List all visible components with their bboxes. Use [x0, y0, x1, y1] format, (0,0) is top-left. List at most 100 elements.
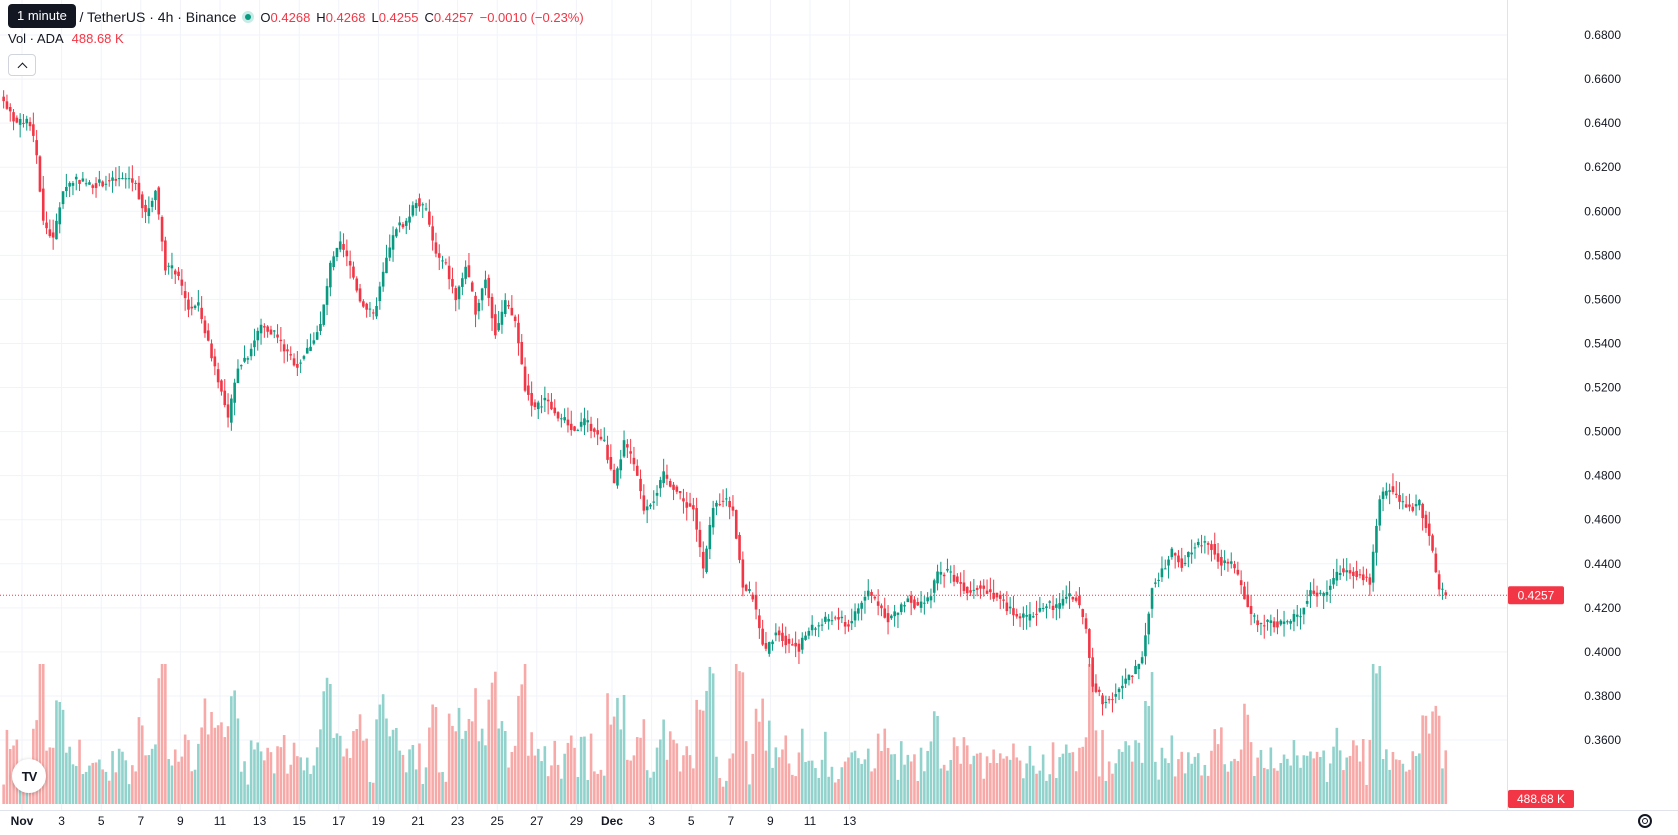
- candle-body: [1361, 574, 1365, 581]
- volume-bar: [573, 747, 576, 804]
- volume-bar: [1398, 760, 1401, 804]
- volume-bar: [1008, 759, 1012, 804]
- volume-bar: [170, 765, 174, 804]
- volume-bar: [807, 760, 811, 804]
- candle-body: [873, 596, 877, 599]
- candle-body: [632, 457, 636, 465]
- volume-bar: [998, 753, 1002, 804]
- collapse-legend-button[interactable]: [8, 54, 36, 76]
- candle-body: [1134, 665, 1137, 675]
- candle-body: [1299, 616, 1302, 618]
- volume-label[interactable]: Vol · ADA: [8, 31, 64, 46]
- candle-body: [497, 323, 500, 331]
- volume-bar: [51, 747, 55, 804]
- candle-body: [612, 469, 616, 484]
- settings-icon[interactable]: [1638, 814, 1652, 828]
- candle-body: [546, 399, 550, 402]
- volume-bar: [1391, 751, 1395, 804]
- volume-bar: [1114, 763, 1118, 804]
- candle-body: [1276, 621, 1279, 628]
- candle-body: [398, 222, 401, 226]
- volume-bar: [1048, 774, 1052, 804]
- volume-bar: [698, 709, 702, 804]
- volume-bar: [1144, 700, 1147, 804]
- volume-bar: [1031, 765, 1035, 804]
- time-tick-label: 11: [804, 814, 817, 828]
- volume-bar: [956, 746, 959, 804]
- candle-body: [649, 504, 652, 507]
- candle-body: [517, 322, 520, 344]
- candle-body: [1391, 486, 1395, 493]
- volume-bar: [880, 750, 883, 804]
- candle-body: [464, 266, 467, 279]
- candle-body: [553, 407, 557, 414]
- candle-body: [484, 279, 487, 289]
- candle-body: [520, 341, 524, 365]
- volume-value: 488.68 K: [71, 31, 124, 46]
- candle-body: [814, 628, 817, 630]
- volume-bar: [1269, 747, 1273, 804]
- candle-body: [543, 397, 547, 401]
- candle-body: [1289, 621, 1292, 624]
- candle-body: [959, 582, 962, 584]
- candle-body: [530, 392, 533, 406]
- candle-body: [956, 576, 959, 583]
- candle-body: [1345, 570, 1349, 573]
- candle-body: [913, 599, 916, 609]
- time-tick-label: 25: [491, 814, 505, 828]
- candle-body: [490, 296, 494, 319]
- volume-bar: [602, 775, 606, 804]
- candle-body: [1401, 501, 1405, 503]
- candle-body: [936, 571, 939, 584]
- candle-body: [131, 178, 134, 183]
- volume-bar: [408, 749, 411, 804]
- volume-bar: [124, 760, 128, 804]
- time-tick-label: 3: [648, 814, 655, 828]
- candle-body: [596, 430, 599, 435]
- candle-body: [134, 182, 137, 184]
- volume-bar: [1190, 763, 1193, 804]
- candle-body: [2, 96, 5, 102]
- volume-bar: [1015, 757, 1019, 804]
- price-tick-label: 0.5400: [1584, 336, 1621, 350]
- candle-body: [751, 594, 755, 600]
- volume-bar: [428, 727, 431, 804]
- volume-bar: [230, 696, 233, 804]
- volume-bar: [1177, 759, 1180, 804]
- volume-bar: [1121, 751, 1124, 804]
- candle-body: [982, 585, 986, 589]
- candle-body: [1385, 490, 1388, 496]
- candle-body: [385, 257, 388, 274]
- candle-body: [1355, 570, 1358, 577]
- candle-body: [804, 635, 807, 640]
- candle-body: [121, 178, 124, 180]
- tradingview-logo-icon[interactable]: TV: [12, 759, 46, 793]
- volume-bar: [626, 759, 629, 804]
- volume-bar: [1424, 715, 1428, 804]
- candle-body: [860, 602, 863, 609]
- market-status-icon[interactable]: [242, 11, 255, 23]
- volume-bar: [421, 783, 425, 804]
- volume-bar: [1365, 784, 1368, 804]
- volume-bar: [375, 719, 378, 804]
- candle-body: [758, 615, 761, 629]
- volume-bar: [302, 770, 306, 804]
- volume-bar: [5, 729, 9, 804]
- candle-body: [560, 418, 563, 420]
- candle-body: [1312, 590, 1316, 594]
- volume-bar: [1342, 770, 1345, 804]
- candle-body: [784, 635, 788, 646]
- symbol-title[interactable]: no / TetherUS · 4h · Binance: [60, 9, 237, 25]
- volume-bar: [1328, 763, 1332, 804]
- candle-body: [1388, 490, 1391, 492]
- volume-bar: [576, 776, 580, 804]
- price-axis[interactable]: 0.3600 0.3800 0.4000 0.4200 0.4400 0.4600 0.48…: [1507, 0, 1622, 810]
- candle-body: [1130, 675, 1134, 678]
- volume-bar: [1173, 776, 1177, 804]
- candle-body: [421, 204, 425, 206]
- volume-bar: [299, 757, 302, 804]
- volume-bar: [282, 735, 286, 804]
- candle-body: [1173, 553, 1177, 556]
- time-axis[interactable]: Nov 3 5 7 9 11 13 15 17 19 21 23 25 27 29 Dec 3 5 7 9 11 13: [0, 810, 1678, 829]
